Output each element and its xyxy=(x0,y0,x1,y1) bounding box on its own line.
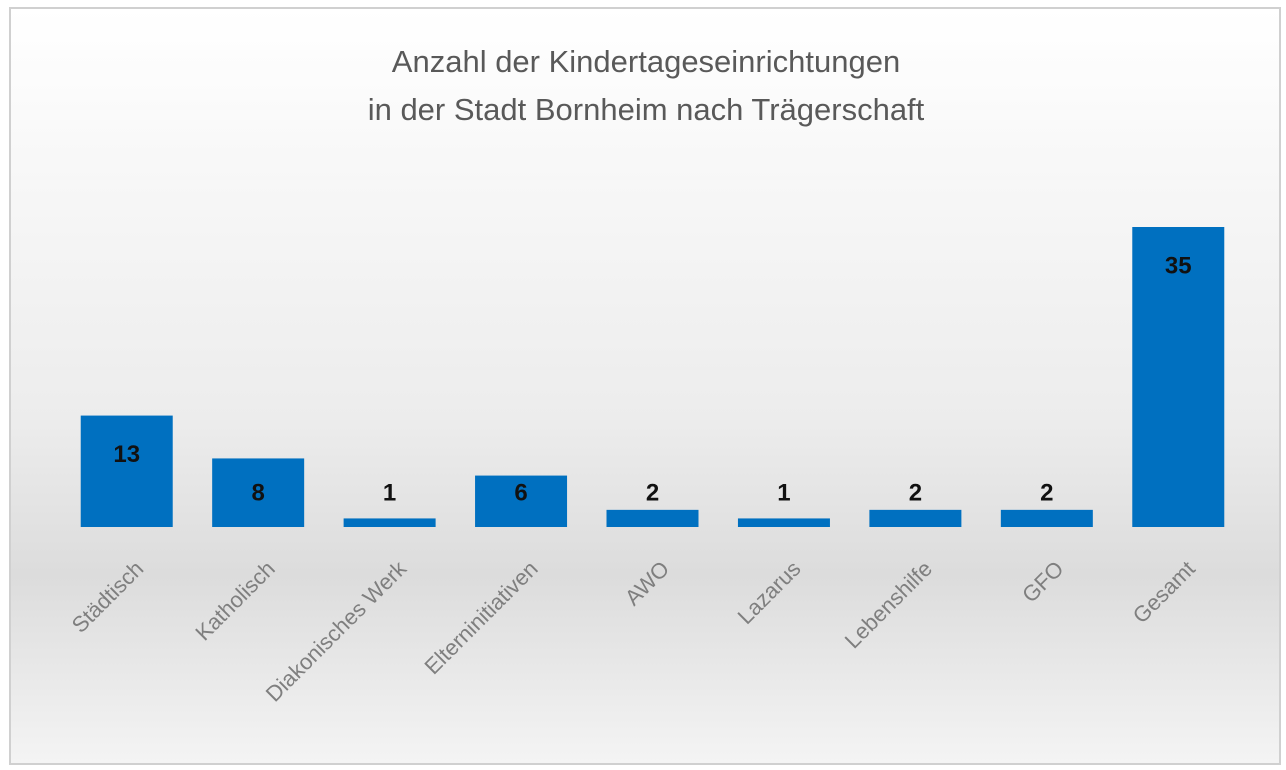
data-label: 2 xyxy=(909,479,922,506)
bar xyxy=(869,509,962,527)
bar xyxy=(80,415,173,527)
chart-title: Anzahl der Kindertageseinrichtungen xyxy=(392,44,900,79)
bar xyxy=(212,458,305,527)
bar xyxy=(343,518,436,527)
bar xyxy=(475,475,568,527)
data-label: 6 xyxy=(514,479,527,506)
chart-title: in der Stadt Bornheim nach Trägerschaft xyxy=(368,92,925,127)
data-label: 13 xyxy=(113,441,140,468)
data-label: 8 xyxy=(251,479,264,506)
data-label: 35 xyxy=(1165,252,1192,279)
chart-background xyxy=(9,7,1281,765)
bar xyxy=(1132,227,1225,527)
bar xyxy=(737,518,830,527)
data-label: 1 xyxy=(777,479,790,506)
data-label: 1 xyxy=(383,479,396,506)
bar xyxy=(1000,509,1093,527)
data-label: 2 xyxy=(646,479,659,506)
data-label: 2 xyxy=(1040,479,1053,506)
bar xyxy=(606,509,699,527)
